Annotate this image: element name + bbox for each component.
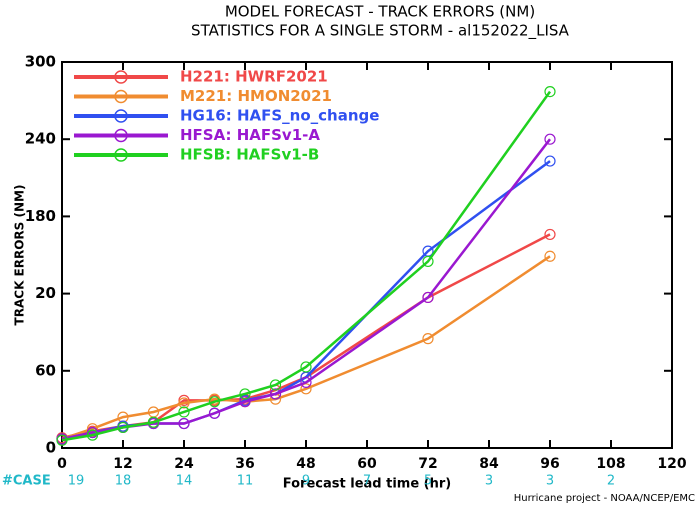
point xyxy=(300,361,312,373)
point xyxy=(422,333,434,345)
y-tick-label: 180 xyxy=(25,207,56,225)
point xyxy=(239,396,251,408)
point xyxy=(544,155,556,167)
case-label: #CASE xyxy=(2,474,51,489)
x-tick-label: 108 xyxy=(596,456,625,472)
point xyxy=(544,133,556,145)
x-tick-label: 96 xyxy=(540,456,559,472)
point xyxy=(86,426,99,439)
point xyxy=(178,417,190,430)
legend-label: HG16: HAFS_no_change xyxy=(180,107,379,125)
series-line xyxy=(61,160,551,441)
x-tick-label: 120 xyxy=(657,456,686,472)
series-line xyxy=(61,90,552,442)
point xyxy=(269,379,282,391)
case-count: 9 xyxy=(302,474,310,489)
point xyxy=(56,434,68,446)
point xyxy=(178,406,190,418)
case-count: 2 xyxy=(607,474,615,489)
point xyxy=(422,291,434,304)
y-tick-label: 20 xyxy=(35,284,56,302)
point xyxy=(208,396,221,408)
point xyxy=(147,416,160,428)
y-tick-label: 240 xyxy=(25,130,56,148)
x-tick-label: 60 xyxy=(357,456,377,472)
series-line xyxy=(61,255,551,441)
x-tick-label: 0 xyxy=(57,456,67,472)
legend-label: M221: HMON2021 xyxy=(180,87,332,105)
x-tick-label: 12 xyxy=(113,456,132,472)
case-count: 3 xyxy=(485,474,493,489)
y-tick-label: 60 xyxy=(35,361,56,379)
point xyxy=(544,85,556,98)
case-count: 11 xyxy=(237,474,254,489)
point xyxy=(269,388,282,400)
point xyxy=(117,421,129,434)
legend-label: HFSB: HAFSv1-B xyxy=(180,146,319,164)
case-count: 3 xyxy=(546,474,554,489)
case-count: 7 xyxy=(363,474,371,489)
case-count: 18 xyxy=(115,474,132,489)
legend-marker xyxy=(114,128,128,143)
case-count: 14 xyxy=(176,474,193,489)
point xyxy=(239,388,251,400)
x-tick-label: 72 xyxy=(418,456,437,472)
point xyxy=(178,397,190,409)
y-tick-label: 0 xyxy=(46,439,56,457)
legend-label: HFSA: HAFSv1-A xyxy=(180,126,320,144)
point xyxy=(300,383,312,395)
x-tick-label: 48 xyxy=(296,456,315,472)
legend-marker xyxy=(114,109,128,123)
footer: Hurricane project - NOAA/NCEP/EMC xyxy=(514,493,695,504)
legend-marker xyxy=(114,70,128,84)
y-axis-label: TRACK ERRORS (NM) xyxy=(13,185,27,326)
point xyxy=(86,429,99,441)
point xyxy=(544,250,556,262)
case-count: 5 xyxy=(424,474,432,489)
chart-subtitle: STATISTICS FOR A SINGLE STORM - al152022… xyxy=(191,22,570,41)
legend-label: H221: HWRF2021 xyxy=(180,68,328,86)
case-count: 19 xyxy=(68,474,85,489)
x-tick-label: 24 xyxy=(174,456,194,472)
point xyxy=(208,407,221,419)
series-line xyxy=(61,233,551,439)
x-tick-label: 36 xyxy=(235,456,254,472)
y-tick-label: 300 xyxy=(25,53,56,71)
legend-marker xyxy=(114,148,128,162)
point xyxy=(544,228,556,241)
point xyxy=(208,393,221,405)
point xyxy=(300,376,312,388)
point xyxy=(422,255,434,268)
legend-marker xyxy=(114,89,128,104)
chart-title: MODEL FORECAST - TRACK ERRORS (NM) xyxy=(225,3,535,21)
x-tick-label: 84 xyxy=(479,456,499,472)
x-axis-label: Forecast lead time (hr) xyxy=(283,477,451,492)
point xyxy=(178,394,190,406)
